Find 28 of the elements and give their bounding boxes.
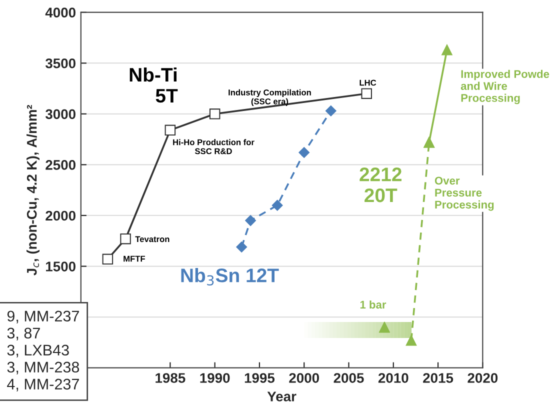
annotation: 1 bar (360, 300, 386, 309)
y-tick-label: 4000 (45, 8, 76, 18)
x-tick-label: 1990 (200, 373, 230, 383)
annotation: Nb-Ti 5T (130, 67, 178, 103)
x-axis-title: Year (267, 392, 296, 402)
y-tick-label: 2500 (46, 160, 76, 170)
y-axis-title: J$_{c}$, (non-Cu, 4.2 K), A/mm² (26, 104, 40, 276)
text: 9, MM-237 3, 87 3, LXB43 3, MM-238 4, MM-237 (7, 310, 80, 392)
annotation: Tevatron (135, 236, 170, 242)
x-tick-label: 1985 (156, 373, 186, 383)
annotation: 2212 20T (360, 168, 402, 202)
annotation: MFTF (124, 256, 145, 262)
x-tick-label: 2010 (378, 373, 408, 383)
x-tick-label: 2000 (289, 373, 319, 383)
y-tick-label: 3000 (45, 109, 76, 120)
annotation: Nb$_{3}$Sn 12T (181, 268, 279, 286)
annotation: Improved Powde and Wire Processing (460, 70, 550, 104)
x-tick-label: 2005 (334, 373, 364, 383)
x-tick-label: 2020 (468, 373, 498, 383)
y-tick-label: 1500 (46, 262, 76, 272)
annotation: LHC (360, 80, 376, 86)
y-tick-label: 3500 (45, 58, 76, 68)
x-tick-label: 1995 (244, 373, 275, 383)
annotation: Hi-Ho Production for SSC R&D (173, 139, 254, 154)
annotation: Over Pressure Processing (434, 176, 494, 211)
y-tick-label: 2000 (46, 210, 76, 221)
annotation: Industry Compilation (SSC era) (228, 89, 311, 106)
x-tick-label: 2015 (423, 373, 454, 383)
